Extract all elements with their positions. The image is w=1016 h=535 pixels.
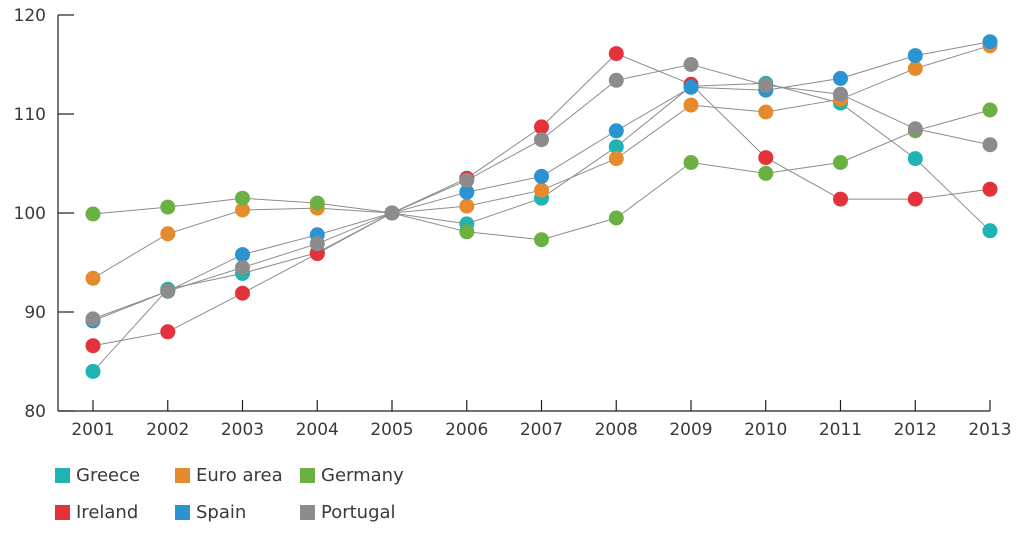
data-point [608,72,624,88]
data-point [85,363,101,379]
legend-label: Portugal [321,502,396,523]
legend-item-germany: Germany [300,465,404,486]
y-tick-label: 90 [24,303,46,323]
legend-swatch [175,468,190,483]
y-tick-label: 80 [24,402,46,422]
legend-item-portugal: Portugal [300,502,396,523]
data-point [833,70,848,86]
legend-label: Spain [196,502,247,523]
data-point [85,270,101,286]
legend-item-greece: Greece [55,465,140,486]
data-point [833,155,848,170]
axes: 80 90 100 110 120 2001 2002 2003 2004 2005 2006 200… [14,6,1012,440]
data-point [534,182,549,198]
data-point [160,226,176,242]
data-point [758,165,774,181]
data-point [982,102,998,118]
data-point [758,104,774,120]
data-point [608,210,624,226]
legend-swatch [55,505,70,520]
x-tick-label: 2006 [445,420,488,440]
data-point [85,311,101,327]
x-tick-label: 2011 [819,420,862,440]
data-point [534,132,549,148]
data-point [683,79,699,95]
series-lines [92,41,991,372]
legend-swatch [300,505,315,520]
legend-label: Germany [321,465,404,486]
x-tick-label: 2007 [520,420,563,440]
legend-label: Ireland [76,502,139,523]
x-tick-label: 2013 [968,420,1011,440]
data-point [160,283,176,299]
legend-item-spain: Spain [175,502,246,523]
data-point [907,151,923,167]
x-tick-label: 2010 [744,420,787,440]
x-tick-label: 2004 [296,420,339,440]
data-points [85,34,998,379]
data-point [907,61,923,76]
data-point [758,77,774,93]
data-point [833,191,848,207]
data-point [459,184,475,200]
x-tick-label: 2005 [370,420,413,440]
legend-swatch [300,468,315,483]
x-tick-label: 2003 [221,420,264,440]
legend-swatch [55,468,70,483]
line-chart: 80 90 100 110 120 2001 2002 2003 2004 2005 2006 200… [14,6,1012,440]
legend-swatch [175,505,190,520]
legend-item-euro-area: Euro area [175,465,283,486]
data-point [758,150,774,166]
data-point [534,168,549,184]
x-tick-label: 2001 [71,420,114,440]
series-points-euro-area [85,38,998,286]
data-point [85,338,101,354]
y-tick-label: 110 [14,105,46,125]
data-point [982,137,998,153]
data-point [459,172,475,188]
legend-item-ireland: Ireland [55,502,138,523]
data-point [608,123,624,139]
data-point [982,223,998,239]
data-point [309,195,325,211]
y-tick-label: 100 [14,204,46,224]
data-point [982,181,998,197]
data-point [683,57,699,72]
data-point [235,285,250,301]
data-point [907,121,923,137]
data-point [160,324,176,340]
data-point [160,199,176,215]
x-tick-label: 2009 [669,420,712,440]
data-point [608,151,624,167]
data-point [683,97,699,113]
data-point [235,260,250,275]
legend-label: Euro area [196,465,283,486]
data-point [85,206,101,222]
data-point [608,46,624,62]
data-point [833,86,848,102]
data-point [982,34,998,50]
data-point [907,191,923,207]
data-point [459,224,475,240]
series-points-spain [85,34,998,329]
data-point [235,190,250,206]
x-tick-label: 2008 [595,420,638,440]
data-point [235,202,250,218]
series-points-portugal [85,57,998,327]
x-tick-label: 2002 [146,420,189,440]
data-point [384,205,400,221]
data-point [235,247,250,263]
data-point [683,155,699,170]
data-point [608,139,624,155]
data-point [534,232,549,248]
y-tick-label: 120 [14,6,46,26]
data-point [907,48,923,64]
data-point [534,119,549,135]
data-point [309,236,325,252]
data-point [459,198,475,214]
x-tick-label: 2012 [894,420,937,440]
legend-label: Greece [76,465,141,486]
